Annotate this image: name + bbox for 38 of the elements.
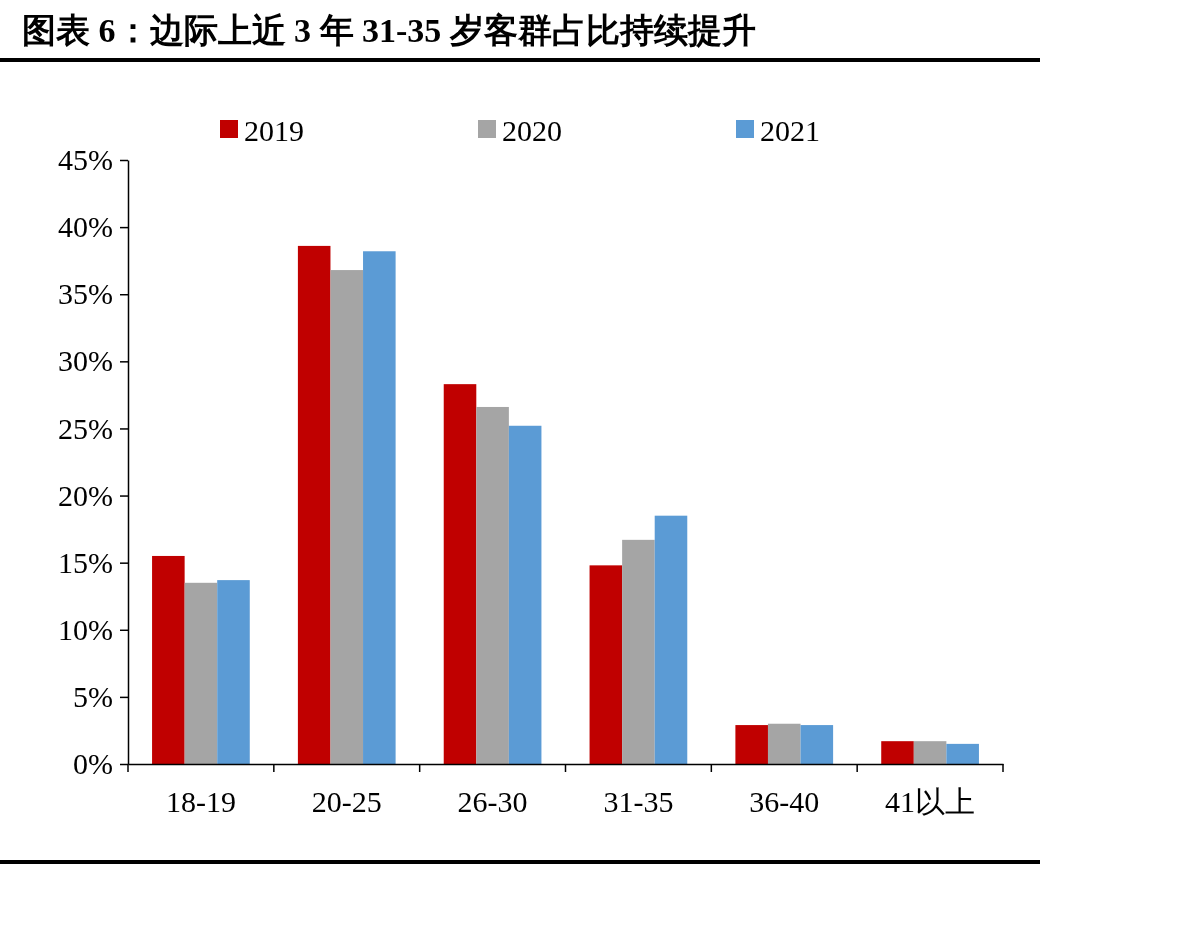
bar xyxy=(800,725,834,764)
bar xyxy=(735,725,768,764)
legend-label: 2021 xyxy=(760,114,820,147)
x-tick-label: 20-25 xyxy=(311,785,382,818)
bar xyxy=(476,406,509,764)
legend-label: 2019 xyxy=(244,114,304,147)
bar xyxy=(589,565,623,764)
x-tick-label: 31-35 xyxy=(603,785,674,818)
bar xyxy=(508,425,542,764)
y-tick-label: 30% xyxy=(58,344,113,378)
bar xyxy=(217,580,250,764)
bar xyxy=(443,384,477,764)
bar xyxy=(297,245,331,764)
y-tick-label: 40% xyxy=(58,210,113,244)
y-tick-label: 10% xyxy=(58,612,113,646)
bar xyxy=(767,723,801,764)
y-tick-label: 25% xyxy=(58,411,113,445)
y-tick-label: 45% xyxy=(58,143,113,177)
bar xyxy=(881,741,914,764)
bar xyxy=(913,741,947,764)
y-tick-label: 0% xyxy=(73,747,113,781)
bar xyxy=(184,582,218,764)
chart-title: 图表 6：边际上近 3 年 31-35 岁客群占比持续提升 xyxy=(22,12,756,49)
bar xyxy=(622,539,655,764)
y-tick-label: 15% xyxy=(58,545,113,579)
y-tick-label: 35% xyxy=(58,277,113,311)
y-tick-label: 20% xyxy=(58,478,113,512)
bar xyxy=(330,270,364,764)
x-tick-label: 41以上 xyxy=(885,785,976,818)
x-tick-label: 36-40 xyxy=(749,785,820,818)
y-tick-label: 5% xyxy=(73,679,113,713)
bar xyxy=(152,555,185,764)
x-tick-label: 26-30 xyxy=(457,785,528,818)
bar xyxy=(654,515,688,764)
bar xyxy=(363,251,396,764)
x-tick-label: 18-19 xyxy=(165,785,236,818)
legend-label: 2020 xyxy=(502,114,562,147)
bar xyxy=(946,743,979,764)
